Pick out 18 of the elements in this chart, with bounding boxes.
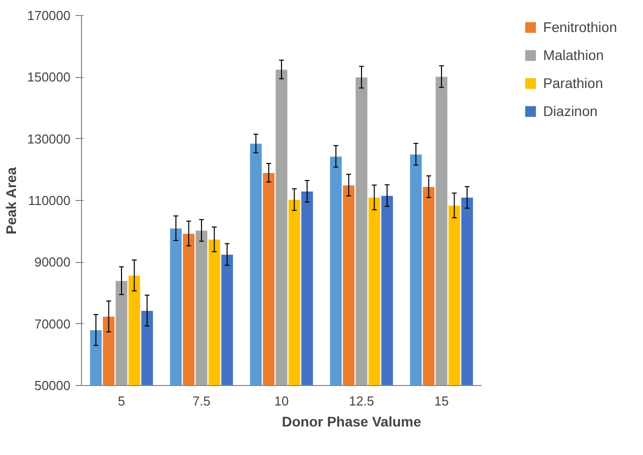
x-axis-title: Donor Phase Valume xyxy=(282,414,422,430)
legend-label: Parathion xyxy=(543,75,603,91)
y-tick-label: 50000 xyxy=(34,378,71,393)
y-tick-label: 170000 xyxy=(27,8,71,23)
legend-label: Diazinon xyxy=(543,103,598,119)
y-tick-label: 130000 xyxy=(27,131,71,146)
y-tick-label: 90000 xyxy=(34,254,71,270)
x-tick-label: 5 xyxy=(118,394,126,408)
x-tick-label: 12.5 xyxy=(348,394,374,408)
y-tick-label: 110000 xyxy=(28,193,71,208)
legend-label: Malathion xyxy=(543,47,604,63)
legend-label: Fenitrothion xyxy=(543,19,617,35)
x-tick-label: 7.5 xyxy=(192,394,211,408)
x-tick-label: 15 xyxy=(434,394,449,408)
y-axis-title: Peak Area xyxy=(3,166,20,234)
y-tick-label: 70000 xyxy=(34,316,71,332)
y-tick-label: 150000 xyxy=(27,70,71,85)
x-tick-label: 10 xyxy=(274,394,289,408)
